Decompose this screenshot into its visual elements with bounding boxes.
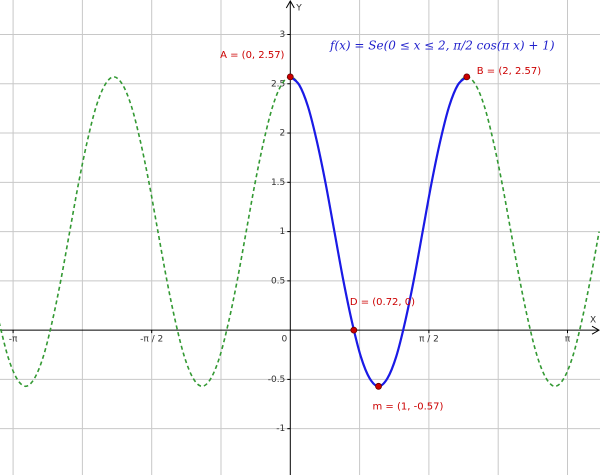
y-tick-label: 1 (280, 227, 286, 237)
point-label: B = (2, 2.57) (477, 66, 541, 77)
point-label: D = (0.72, 0) (350, 297, 415, 308)
point (350, 326, 358, 334)
y-tick-label: -0.5 (268, 375, 286, 385)
x-tick-label: -π (9, 335, 18, 345)
x-tick-label: 0 (282, 335, 288, 345)
point (375, 382, 382, 390)
y-axis-label: Y (295, 4, 302, 14)
point-label: A = (0, 2.57) (220, 50, 284, 61)
x-axis-arrow (591, 325, 600, 335)
y-tick-label: -1 (276, 424, 285, 434)
y-tick-label: 2 (280, 129, 286, 139)
x-axis-label: X (590, 316, 596, 326)
y-tick-label: 3 (280, 30, 286, 40)
y-tick-label: 2.5 (271, 79, 285, 89)
y-tick-label: 0.5 (271, 276, 285, 286)
formula: f(x) = Se(0 ≤ x ≤ 2, π/2 cos(π x) + 1) (329, 39, 555, 53)
y-axis-arrow (285, 0, 295, 9)
x-tick-label: π (565, 335, 571, 345)
point (286, 73, 294, 81)
x-tick-label: -π / 2 (140, 335, 163, 345)
x-tick-label: π / 2 (419, 335, 439, 345)
point (463, 73, 471, 81)
y-tick-label: 1.5 (271, 178, 285, 188)
point-label: m = (1, -0.57) (373, 401, 444, 412)
